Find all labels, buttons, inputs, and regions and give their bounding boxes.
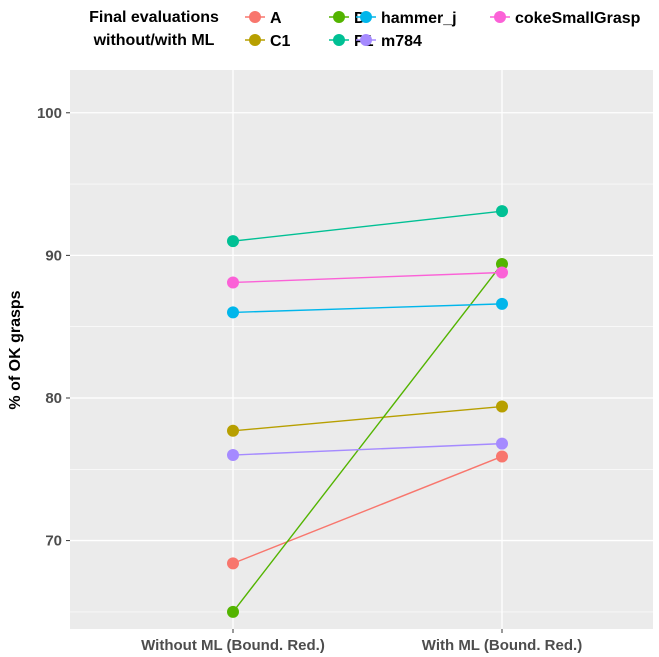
y-tick-label: 70 xyxy=(45,533,62,550)
y-axis: 70 80 90 100 xyxy=(37,105,70,550)
data-point-A xyxy=(496,450,508,463)
legend-label: cokeSmallGrasp xyxy=(515,10,641,27)
legend-label: A xyxy=(270,10,282,27)
data-point-P1 xyxy=(496,205,508,218)
data-point-A xyxy=(227,557,239,570)
series-line-P1 xyxy=(232,210,503,242)
legend-item-A: A xyxy=(245,10,282,27)
legend-key-point xyxy=(333,34,345,46)
legend-key-point xyxy=(494,11,506,23)
series-line-hammer_j xyxy=(232,303,503,314)
x-tick-label: Without ML (Bound. Red.) xyxy=(141,637,325,654)
legend: Final evaluations without/with ML AC1DP1… xyxy=(89,9,641,50)
minor-gridlines xyxy=(70,183,653,613)
y-axis-title: % of OK grasps xyxy=(7,290,24,409)
legend-title-line1: Final evaluations xyxy=(89,9,219,26)
legend-key-point xyxy=(249,34,261,46)
series-line-cokeSmallGrasp xyxy=(232,271,503,284)
legend-key-point xyxy=(360,34,372,46)
data-point-D xyxy=(227,605,239,618)
legend-item-m784: m784 xyxy=(356,33,422,50)
data-point-C1 xyxy=(496,400,508,413)
legend-title-line2: without/with ML xyxy=(93,32,215,49)
legend-key-point xyxy=(333,11,345,23)
series-lines xyxy=(232,210,503,613)
data-point-m784 xyxy=(227,449,239,462)
series-points xyxy=(227,205,508,618)
x-axis: Without ML (Bound. Red.) With ML (Bound. … xyxy=(141,629,582,654)
legend-item-cokeSmallGrasp: cokeSmallGrasp xyxy=(490,10,641,27)
data-point-m784 xyxy=(496,437,508,450)
y-tick-label: 100 xyxy=(37,105,62,122)
legend-key-point xyxy=(249,11,261,23)
series-line-C1 xyxy=(232,405,503,432)
series-line-A xyxy=(232,455,503,565)
plot-panel xyxy=(70,70,653,629)
major-gridlines xyxy=(70,70,653,629)
legend-item-hammer_j: hammer_j xyxy=(356,10,457,27)
y-tick-label: 80 xyxy=(45,390,62,407)
data-point-P1 xyxy=(227,235,239,248)
data-point-cokeSmallGrasp xyxy=(496,266,508,279)
legend-label: D xyxy=(354,10,366,27)
legend-label: m784 xyxy=(381,33,422,50)
legend-label: hammer_j xyxy=(381,10,457,27)
legend-key-point xyxy=(360,11,372,23)
legend-label: C1 xyxy=(270,33,291,50)
data-point-hammer_j xyxy=(227,306,239,319)
data-point-hammer_j xyxy=(496,297,508,310)
data-point-D xyxy=(496,257,508,270)
legend-item-C1: C1 xyxy=(245,33,291,50)
data-point-cokeSmallGrasp xyxy=(227,276,239,289)
data-point-C1 xyxy=(227,424,239,437)
series-line-m784 xyxy=(232,442,503,456)
series-line-D xyxy=(232,263,503,613)
legend-item-D: D xyxy=(329,10,366,27)
y-tick-label: 90 xyxy=(45,247,62,264)
x-tick-label: With ML (Bound. Red.) xyxy=(422,637,582,654)
